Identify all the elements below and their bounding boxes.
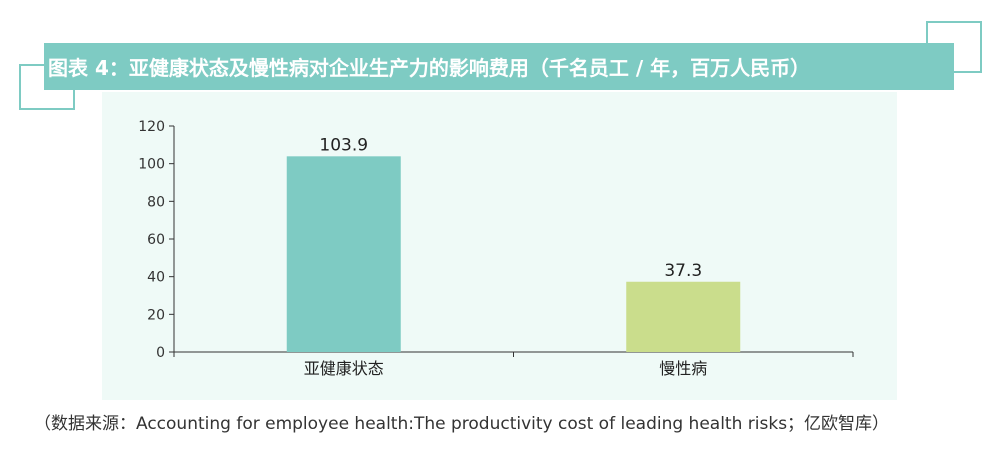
y-tick-label: 120 — [138, 119, 165, 135]
data-label: 37.3 — [664, 261, 702, 281]
y-tick-label: 100 — [138, 157, 165, 173]
y-tick-label: 80 — [147, 194, 165, 210]
title-band — [44, 43, 954, 90]
bar — [626, 281, 741, 352]
chart-title: 图表 4：亚健康状态及慢性病对企业生产力的影响费用（千名员工 / 年，百万人民币… — [48, 56, 811, 80]
category-label: 慢性病 — [659, 359, 707, 378]
bar — [286, 156, 401, 352]
source-note: （数据来源：Accounting for employee health:The… — [34, 414, 890, 434]
y-tick-label: 0 — [156, 345, 165, 361]
y-tick-label: 60 — [147, 232, 165, 248]
y-tick-label: 20 — [147, 307, 165, 323]
y-tick-label: 40 — [147, 270, 165, 286]
data-label: 103.9 — [319, 135, 368, 155]
plot-background — [102, 92, 897, 400]
category-label: 亚健康状态 — [304, 359, 384, 378]
